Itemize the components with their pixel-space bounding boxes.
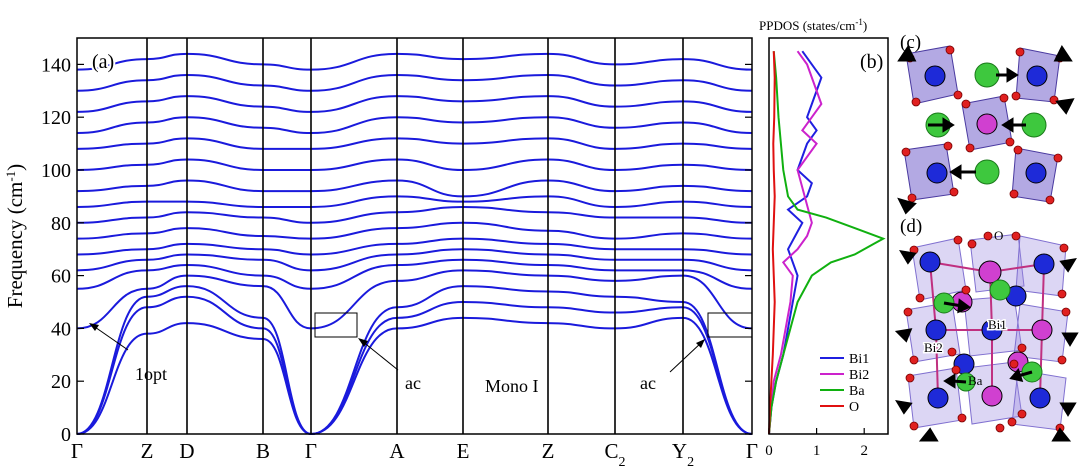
ppdos-plot-frame bbox=[768, 37, 889, 435]
legend-label-ba: Ba bbox=[849, 384, 865, 399]
band-line bbox=[76, 248, 753, 272]
bi-atoms-c bbox=[924, 65, 1048, 184]
atom-label-o: O bbox=[994, 228, 1003, 243]
band-line bbox=[76, 137, 753, 150]
arrow-1opt bbox=[91, 324, 129, 351]
ppdos-x-ticks: 0 1 2 bbox=[765, 428, 868, 459]
x-axis-ticks: Γ Z D B Γ A E Z C2 Y2 Γ bbox=[71, 439, 758, 470]
y-tick-label: 60 bbox=[51, 266, 71, 288]
displacement-arrows-c bbox=[897, 45, 1075, 215]
x-tick-label: Γ bbox=[305, 439, 317, 463]
y-tick-label: 120 bbox=[41, 107, 71, 129]
o-atoms-c bbox=[901, 45, 1065, 205]
annotation-ac-left: ac bbox=[405, 373, 421, 393]
x-tick-label: Z bbox=[141, 439, 154, 463]
panel-d-label: (d) bbox=[900, 216, 922, 237]
y-tick-label: 40 bbox=[51, 318, 71, 340]
panel-b-label: (b) bbox=[860, 51, 883, 73]
ppdos-line-bi2 bbox=[768, 50, 823, 435]
ppdos-x-tick-label: 2 bbox=[860, 443, 868, 459]
band-line bbox=[76, 52, 753, 71]
y-axis-ticks: 0 20 40 60 80 100 120 140 bbox=[41, 54, 752, 446]
band-line bbox=[76, 95, 753, 113]
x-tick-label: Γ bbox=[71, 439, 83, 463]
x-tick-label: E bbox=[457, 439, 470, 463]
ppdos-lines bbox=[768, 50, 886, 435]
zoom-box-left bbox=[314, 312, 358, 338]
x-tick-label: A bbox=[389, 439, 405, 463]
legend-label-bi2: Bi2 bbox=[849, 368, 869, 383]
x-tick-label: B bbox=[256, 439, 270, 463]
x-tick-label: C2 bbox=[604, 439, 625, 470]
arrow-ac-left-head bbox=[358, 338, 368, 347]
annotation-ac-right: ac bbox=[640, 373, 656, 393]
panel-a-label: (a) bbox=[92, 51, 114, 73]
arrow-1opt-head bbox=[89, 323, 99, 331]
y-axis-label: Frequency (cm-1) bbox=[3, 164, 28, 308]
band-line bbox=[76, 258, 753, 290]
legend-label-bi1: Bi1 bbox=[849, 352, 869, 367]
y-tick-label: 80 bbox=[51, 213, 71, 235]
band-line bbox=[76, 205, 753, 224]
atom-label-bi1: Bi1 bbox=[988, 317, 1007, 332]
x-tick-label: D bbox=[179, 439, 194, 463]
y-tick-label: 100 bbox=[41, 160, 71, 182]
x-tick-label: Γ bbox=[746, 439, 758, 463]
x-tick-label: Z bbox=[542, 439, 555, 463]
displacement-arrows-d bbox=[894, 249, 1079, 442]
arrow-ac-right bbox=[669, 341, 703, 373]
phase-label: Mono I bbox=[485, 376, 539, 396]
atom-label-ba: Ba bbox=[968, 373, 983, 388]
band-plot-frame bbox=[76, 37, 753, 435]
crystal-structure-c: (c) bbox=[897, 32, 1075, 215]
ppdos-x-tick-label: 1 bbox=[813, 443, 821, 459]
band-line bbox=[76, 316, 753, 436]
band-line bbox=[76, 116, 753, 135]
legend-label-o: O bbox=[849, 400, 859, 415]
y-tick-label: 0 bbox=[61, 424, 71, 446]
band-line bbox=[76, 179, 753, 198]
crystal-structure-d: (d) O Bi1 Bi2 Ba bbox=[894, 216, 1079, 442]
band-structure-panel: 0 20 40 60 80 100 120 140 Γ Z D B Γ A E Z C2 Y2 Γ Frequen… bbox=[3, 37, 758, 470]
ppdos-title: PPDOS (states/cm-1) bbox=[759, 17, 867, 33]
y-tick-label: 20 bbox=[51, 371, 71, 393]
x-tick-label: Y2 bbox=[672, 439, 694, 470]
band-line bbox=[76, 285, 753, 436]
band-line bbox=[76, 73, 753, 92]
arrow-ac-right-head bbox=[696, 339, 705, 348]
annotation-1opt: 1opt bbox=[135, 364, 167, 384]
panel-c-label: (c) bbox=[900, 32, 921, 53]
zoom-box-right bbox=[707, 312, 753, 338]
arrow-ac-left bbox=[361, 340, 399, 371]
high-symmetry-lines bbox=[146, 38, 684, 434]
band-line bbox=[76, 158, 753, 172]
y-tick-label: 140 bbox=[41, 54, 71, 76]
atom-label-bi2: Bi2 bbox=[924, 340, 943, 355]
ppdos-x-tick-label: 0 bbox=[765, 443, 773, 459]
band-line bbox=[76, 195, 753, 208]
ppdos-line-ba bbox=[768, 51, 886, 435]
band-line bbox=[76, 237, 753, 256]
ppdos-line-o bbox=[768, 51, 776, 435]
band-line bbox=[76, 295, 753, 436]
band-line bbox=[76, 221, 753, 240]
